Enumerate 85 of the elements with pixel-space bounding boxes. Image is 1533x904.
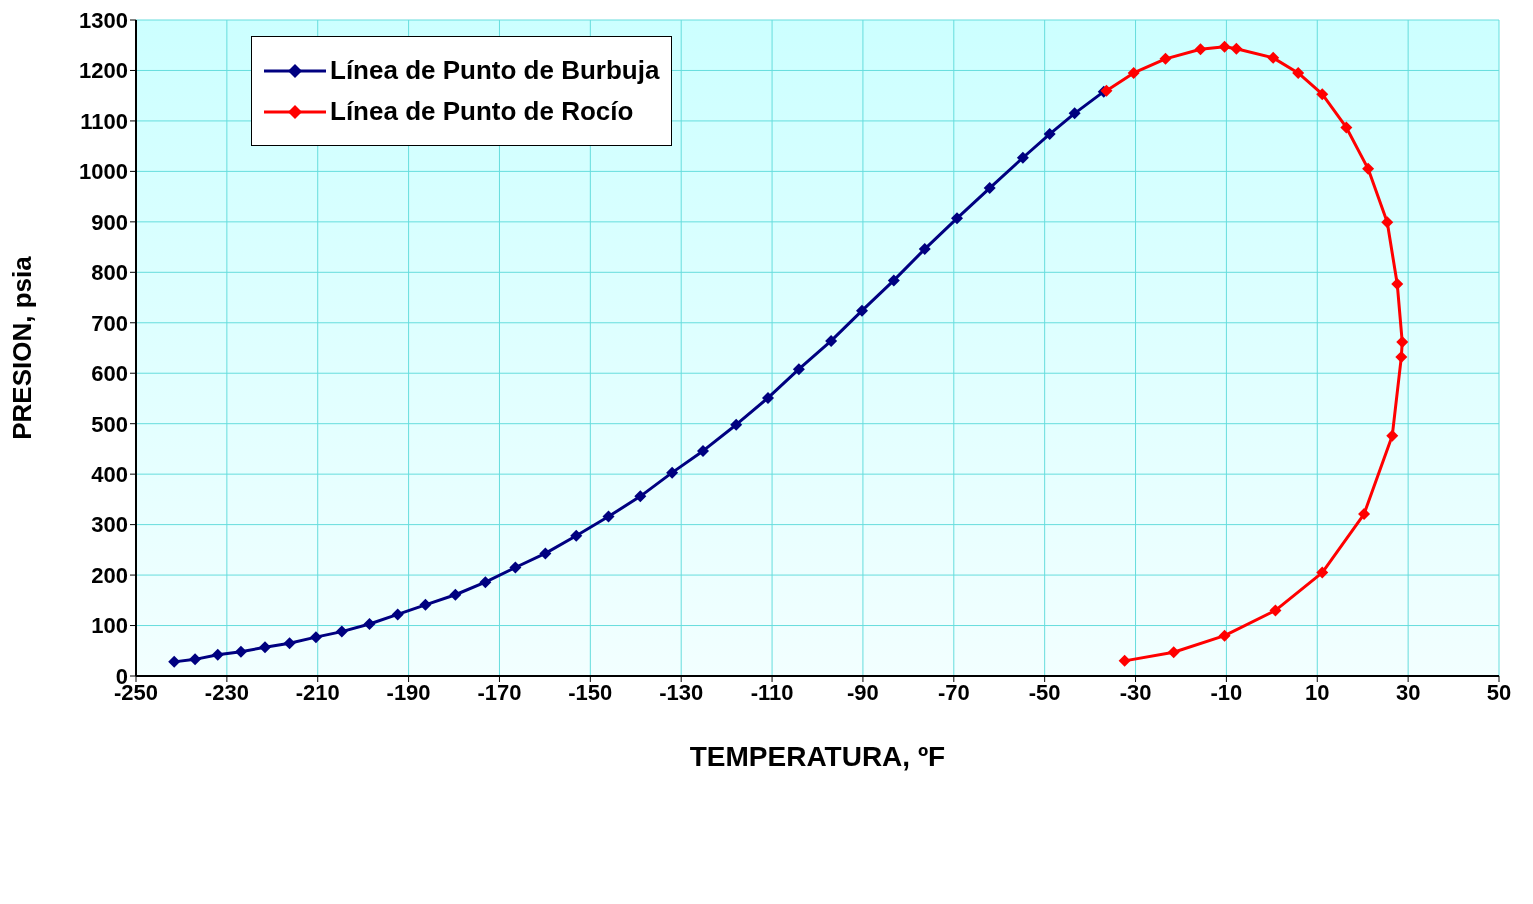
y-tick-label: 500 [91, 411, 128, 437]
y-tick-label: 1300 [79, 7, 128, 33]
point [856, 304, 869, 317]
point [1391, 277, 1404, 290]
point [309, 631, 322, 644]
x-tick-label: -210 [295, 679, 340, 705]
point [697, 444, 710, 457]
point [666, 466, 679, 479]
y-tick-label: 800 [91, 260, 128, 286]
point [634, 490, 647, 503]
point [1167, 646, 1180, 659]
x-tick-label: 10 [1305, 679, 1330, 705]
legend-label: Línea de Punto de Rocío [330, 96, 634, 127]
point [259, 641, 272, 654]
x-tick-label: -30 [1119, 679, 1152, 705]
x-tick-label: -170 [477, 679, 522, 705]
point [918, 243, 931, 256]
point [1362, 162, 1375, 175]
y-tick-label: 700 [91, 310, 128, 336]
point [1230, 42, 1243, 55]
y-tick-label: 200 [91, 562, 128, 588]
point [363, 618, 376, 631]
point [419, 598, 432, 611]
x-tick-label: -130 [659, 679, 704, 705]
point [449, 588, 462, 601]
point [1218, 40, 1231, 53]
point [983, 182, 996, 195]
point [1316, 88, 1329, 101]
x-axis-title: TEMPERATURA, ºF [689, 741, 946, 772]
y-tick-label: 300 [91, 512, 128, 538]
point [335, 625, 348, 638]
point [1395, 351, 1408, 364]
point [730, 418, 743, 431]
x-tick-label: -90 [847, 679, 879, 705]
x-tick-label: -50 [1028, 679, 1061, 705]
y-tick-label: 900 [91, 209, 128, 235]
point [570, 529, 583, 542]
x-tick-label: 30 [1395, 679, 1421, 705]
point [761, 391, 774, 404]
x-tick-label: -150 [568, 679, 613, 705]
point [1292, 66, 1305, 79]
point [1118, 654, 1131, 667]
point [1396, 335, 1409, 348]
point [1386, 429, 1399, 442]
point [1316, 566, 1329, 579]
point [1269, 604, 1282, 617]
y-tick-label: 1200 [79, 58, 128, 84]
point [1358, 508, 1371, 521]
y-tick-label: 400 [91, 461, 128, 487]
point [1381, 216, 1394, 229]
y-axis-title: PRESION, psia [7, 255, 38, 440]
point [168, 655, 181, 668]
x-tick-label: -110 [750, 679, 794, 705]
point [189, 653, 202, 666]
point [509, 561, 522, 574]
x-tick-label: -70 [937, 679, 970, 705]
point [825, 334, 838, 347]
point [211, 648, 224, 661]
point [1340, 121, 1353, 134]
legend-label: Línea de Punto de Burbuja [330, 55, 660, 86]
point [1267, 51, 1280, 64]
y-tick-label: 1000 [79, 159, 128, 185]
y-tick-label: 600 [91, 361, 128, 387]
point [1043, 128, 1056, 141]
point [1127, 66, 1140, 79]
point [479, 576, 492, 589]
point [1194, 43, 1207, 56]
point [950, 212, 963, 225]
point [1068, 107, 1081, 120]
point [602, 510, 615, 523]
x-tick-label: 50 [1486, 679, 1512, 705]
point [887, 274, 900, 287]
x-tick-label: -10 [1210, 679, 1243, 705]
x-tick-label: -230 [204, 679, 249, 705]
point [234, 645, 247, 658]
point [1159, 52, 1172, 65]
point [391, 608, 404, 621]
point [792, 363, 805, 376]
x-tick-label: -190 [386, 679, 431, 705]
y-tick-label: 100 [91, 613, 128, 639]
point [283, 637, 296, 650]
y-tick-label: 1100 [80, 108, 128, 134]
point [1218, 629, 1231, 642]
point [539, 547, 552, 560]
point [1016, 151, 1029, 164]
